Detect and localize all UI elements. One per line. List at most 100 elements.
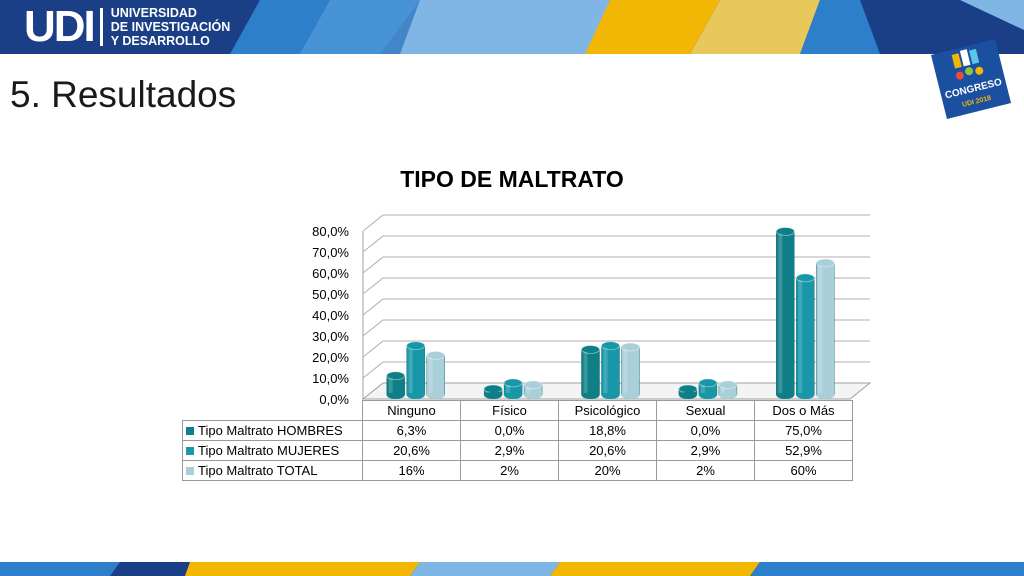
bar-highlight xyxy=(700,384,705,393)
udi-logo-mark: UDI xyxy=(24,2,96,51)
table-header-row: Ninguno Físico Psicológico Sexual Dos o … xyxy=(182,400,853,421)
bar-base xyxy=(601,391,620,399)
bar-highlight xyxy=(408,347,413,393)
bar xyxy=(601,341,620,399)
data-label: 18,8% xyxy=(558,420,657,441)
bar xyxy=(815,258,835,399)
bar-highlight xyxy=(526,386,531,393)
bar-base xyxy=(581,391,600,399)
data-label: 60% xyxy=(754,460,853,481)
grid-line xyxy=(362,256,870,274)
bar xyxy=(503,378,523,399)
bar-highlight xyxy=(486,391,491,393)
bar-highlight xyxy=(603,347,608,393)
puzzle-logo-icon xyxy=(951,53,962,69)
data-label: 0,0% xyxy=(460,420,559,441)
category-label: Físico xyxy=(460,400,559,421)
bar-highlight xyxy=(506,384,511,393)
category-label: Sexual xyxy=(656,400,755,421)
data-label: 20,6% xyxy=(362,440,461,461)
data-label: 20,6% xyxy=(558,440,657,461)
bar xyxy=(678,384,698,399)
congreso-badge: CONGRESO UDI 2018 xyxy=(930,38,1012,120)
grid-line xyxy=(362,214,870,232)
bar-top xyxy=(406,341,426,351)
data-label: 2,9% xyxy=(460,440,559,461)
legend-entry: Tipo Maltrato MUJERES xyxy=(182,440,363,461)
footer-banner xyxy=(0,562,1024,576)
chart-bars xyxy=(386,227,835,399)
bar-top xyxy=(601,341,620,351)
grid-line xyxy=(362,340,870,358)
udi-logo-separator xyxy=(99,8,103,46)
bar xyxy=(386,371,406,399)
y-tick-label: 60,0% xyxy=(312,266,349,281)
bar-base xyxy=(621,391,640,399)
bar-base xyxy=(484,391,503,399)
series-name: Tipo Maltrato TOTAL xyxy=(198,463,318,478)
category-label: Ninguno xyxy=(362,400,461,421)
bar-top xyxy=(503,378,523,388)
bar xyxy=(795,273,815,399)
grid-line xyxy=(362,361,870,379)
data-label: 16% xyxy=(362,460,461,481)
bar-highlight xyxy=(583,351,588,393)
y-tick-label: 40,0% xyxy=(312,308,349,323)
bar xyxy=(581,345,600,399)
chart-title: TIPO DE MALTRATO xyxy=(400,166,624,192)
bar-top xyxy=(426,350,446,360)
bar-chart: 0,0%10,0%20,0%30,0%40,0%50,0%60,0%70,0%8… xyxy=(312,214,872,407)
bar xyxy=(426,350,446,399)
series-name: Tipo Maltrato HOMBRES xyxy=(198,423,343,438)
data-label: 2% xyxy=(656,460,755,481)
bar xyxy=(621,342,640,399)
legend-swatch xyxy=(186,446,194,455)
bar-top xyxy=(718,380,738,390)
bar-top xyxy=(523,380,543,390)
y-axis: 0,0%10,0%20,0%30,0%40,0%50,0%60,0%70,0%8… xyxy=(312,224,349,407)
bar-base xyxy=(816,391,835,399)
legend-entry: Tipo Maltrato HOMBRES xyxy=(182,420,363,441)
banner-background xyxy=(0,0,1024,54)
bar-base xyxy=(718,391,737,399)
table-row: Tipo Maltrato MUJERES 20,6% 2,9% 20,6% 2… xyxy=(182,440,853,461)
bar xyxy=(523,380,543,399)
table-corner xyxy=(182,400,363,421)
bar xyxy=(406,341,426,399)
bar-top xyxy=(815,258,835,268)
bar-base xyxy=(406,391,425,399)
table-row: Tipo Maltrato TOTAL 16% 2% 20% 2% 60% xyxy=(182,460,853,481)
bar-highlight xyxy=(388,377,393,393)
y-tick-label: 70,0% xyxy=(312,245,349,260)
series-name: Tipo Maltrato MUJERES xyxy=(198,443,340,458)
bar-highlight xyxy=(778,233,783,393)
data-label: 0,0% xyxy=(656,420,755,441)
bar-highlight xyxy=(680,391,685,393)
page-title: 5. Resultados xyxy=(10,74,237,115)
category-label: Dos o Más xyxy=(754,400,853,421)
legend-swatch xyxy=(186,426,194,435)
bar-top xyxy=(698,378,718,388)
udi-logo-text: UNIVERSIDAD DE INVESTIGACIÓN Y DESARROLL… xyxy=(111,6,230,48)
bar-base xyxy=(678,391,697,399)
grid-line xyxy=(362,319,870,337)
bar-base xyxy=(524,391,543,399)
data-label: 2% xyxy=(460,460,559,481)
bar-top xyxy=(386,371,406,381)
y-tick-label: 50,0% xyxy=(312,287,349,302)
grid-line xyxy=(362,298,870,316)
bar-base xyxy=(504,391,523,399)
data-label: 20% xyxy=(558,460,657,481)
y-tick-label: 30,0% xyxy=(312,329,349,344)
bar-top xyxy=(795,273,815,283)
bar-top xyxy=(621,342,640,352)
data-label: 6,3% xyxy=(362,420,461,441)
header-banner xyxy=(0,0,1024,54)
data-table: Ninguno Físico Psicológico Sexual Dos o … xyxy=(182,400,853,481)
bar xyxy=(718,380,738,399)
bar-base xyxy=(426,391,445,399)
y-tick-label: 10,0% xyxy=(312,371,349,386)
bar-top xyxy=(775,227,795,236)
table-row: Tipo Maltrato HOMBRES 6,3% 0,0% 18,8% 0,… xyxy=(182,420,853,441)
bar-base xyxy=(386,391,405,399)
